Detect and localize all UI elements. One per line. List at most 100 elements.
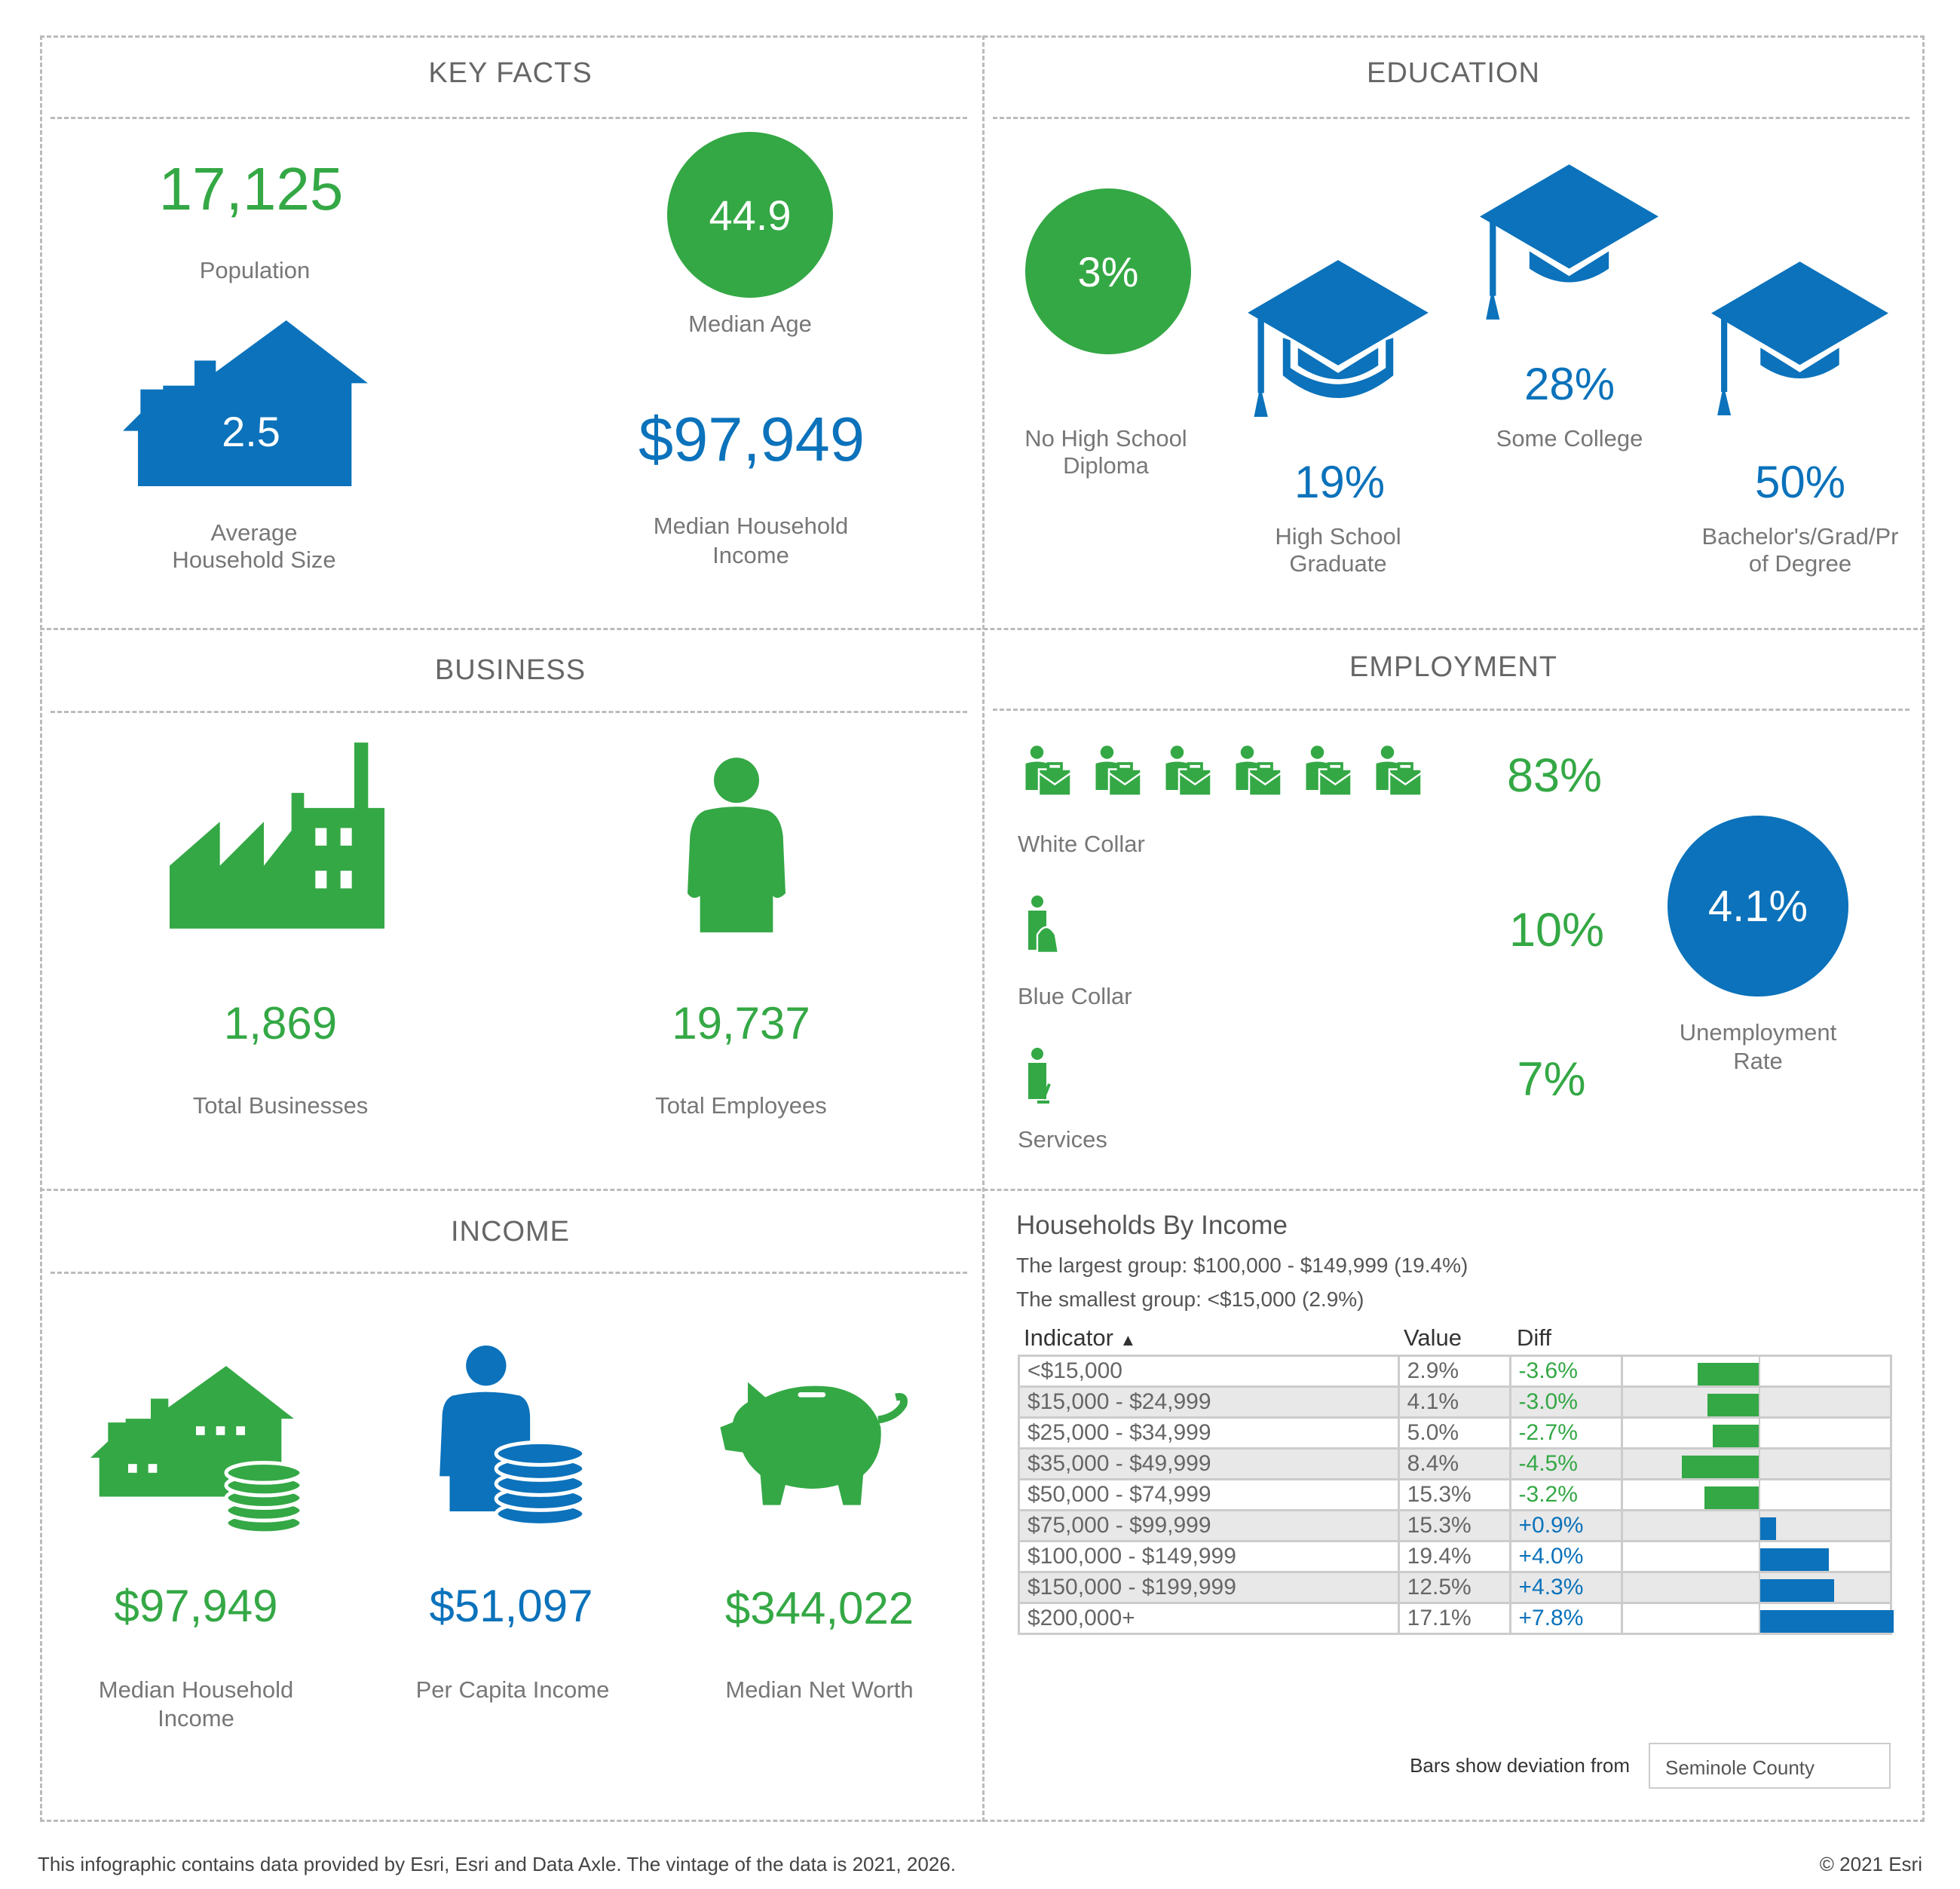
sort-ascending-icon: ▲ — [1119, 1330, 1137, 1349]
comparison-area-select[interactable]: Seminole County — [1649, 1743, 1891, 1789]
white-collar-worker-icon — [1304, 745, 1353, 801]
factory-icon — [170, 742, 384, 929]
median-income-label-2: Income — [712, 542, 789, 568]
education-title: EDUCATION — [1367, 57, 1540, 89]
graduation-cap-icon — [1711, 262, 1888, 415]
bachelors-label-1: Bachelor's/Grad/Pr — [1701, 523, 1899, 550]
value-cell: 4.1% — [1397, 1385, 1511, 1419]
value-cell: 15.3% — [1397, 1478, 1511, 1511]
piggy-bank-icon — [720, 1382, 908, 1505]
white-collar-worker-icon — [1024, 745, 1073, 801]
value-cell: 8.4% — [1397, 1447, 1511, 1480]
total-employees-label: Total Employees — [655, 1092, 827, 1119]
blue-collar-worker-icon — [1028, 896, 1060, 953]
diff-cell: -2.7% — [1508, 1416, 1624, 1450]
unemployment-circle: 4.1% — [1668, 816, 1848, 997]
median-income-value: $97,949 — [638, 404, 865, 474]
deviation-bar — [1760, 1579, 1834, 1602]
diff-cell: -3.2% — [1508, 1478, 1624, 1511]
deviation-bar-cell — [1621, 1355, 1892, 1388]
key-facts-title: KEY FACTS — [428, 57, 593, 89]
value-cell: 12.5% — [1397, 1571, 1511, 1604]
title-underline — [993, 117, 1909, 119]
deviation-label: Bars show deviation from — [1410, 1754, 1630, 1777]
white-collar-worker-icon — [1374, 745, 1423, 801]
value-cell: 2.9% — [1397, 1355, 1511, 1388]
business-title: BUSINESS — [434, 654, 586, 686]
some-college-label: Some College — [1496, 425, 1643, 452]
some-college-value: 28% — [1524, 359, 1615, 409]
value-cell: 5.0% — [1397, 1416, 1511, 1450]
indicator-cell: $50,000 - $74,999 — [1018, 1478, 1400, 1511]
largest-group-text: The largest group: $100,000 - $149,999 (… — [1016, 1254, 1468, 1277]
white-collar-label: White Collar — [1018, 831, 1145, 857]
footer-copyright: © 2021 Esri — [1819, 1853, 1922, 1875]
value-column-header[interactable]: Value — [1404, 1324, 1462, 1351]
house-icon — [123, 320, 368, 486]
table-row: $15,000 - $24,999 4.1% -3.0% — [1018, 1385, 1892, 1419]
indicator-header-label: Indicator — [1024, 1324, 1113, 1351]
population-label: Population — [199, 257, 311, 283]
zero-line — [1759, 1480, 1761, 1509]
diff-cell: +4.0% — [1508, 1540, 1624, 1573]
population-value: 17,125 — [158, 155, 344, 222]
title-underline — [993, 709, 1909, 711]
column-divider — [982, 35, 985, 1822]
per-capita-income-label: Per Capita Income — [415, 1676, 610, 1703]
no-diploma-label-1: No High School — [1024, 425, 1187, 452]
white-collar-worker-icon — [1164, 745, 1213, 801]
zero-line — [1759, 1357, 1761, 1385]
table-row: $150,000 - $199,999 12.5% +4.3% — [1018, 1571, 1892, 1604]
no-diploma-label-2: Diploma — [1063, 452, 1149, 479]
household-size-label-2: Household Size — [172, 546, 336, 573]
no-diploma-circle: 3% — [1025, 188, 1191, 354]
table-row: $35,000 - $49,999 8.4% -4.5% — [1018, 1447, 1892, 1480]
indicator-cell: $100,000 - $149,999 — [1018, 1540, 1400, 1573]
row-divider — [40, 628, 1925, 630]
deviation-bar — [1760, 1610, 1894, 1633]
indicator-cell: $75,000 - $99,999 — [1018, 1509, 1400, 1542]
deviation-bar — [1760, 1517, 1776, 1540]
title-underline — [51, 1272, 967, 1274]
zero-line — [1759, 1419, 1761, 1447]
zero-line — [1759, 1542, 1761, 1571]
white-collar-worker-icon — [1234, 745, 1283, 801]
no-diploma-value: 3% — [1077, 247, 1139, 295]
services-label: Services — [1018, 1126, 1107, 1153]
indicator-cell: $200,000+ — [1018, 1602, 1400, 1635]
zero-line — [1759, 1388, 1761, 1416]
median-household-income-value: $97,949 — [114, 1581, 278, 1631]
diff-cell: -3.0% — [1508, 1385, 1624, 1419]
median-income-label-1: Median Household — [653, 513, 849, 539]
diff-cell: -4.5% — [1508, 1447, 1624, 1480]
graduation-cap-icon — [1480, 164, 1658, 320]
indicator-cell: $15,000 - $24,999 — [1018, 1385, 1400, 1419]
indicator-cell: $25,000 - $34,999 — [1018, 1416, 1400, 1450]
per-capita-income-value: $51,097 — [429, 1581, 593, 1631]
unemployment-label-1: Unemployment — [1679, 1019, 1837, 1046]
diff-column-header[interactable]: Diff — [1517, 1324, 1551, 1351]
footer-source: This infographic contains data provided … — [38, 1853, 956, 1875]
table-row: $100,000 - $149,999 19.4% +4.0% — [1018, 1540, 1892, 1573]
title-underline — [51, 117, 967, 119]
total-employees-value: 19,737 — [672, 998, 810, 1049]
white-collar-worker-icon — [1094, 745, 1143, 801]
indicator-cell: $35,000 - $49,999 — [1018, 1447, 1400, 1480]
income-table: <$15,000 2.9% -3.6% $15,000 - $24,999 4.1% -3… — [1018, 1355, 1894, 1635]
zero-line — [1759, 1604, 1761, 1633]
table-row: $25,000 - $34,999 5.0% -2.7% — [1018, 1416, 1892, 1450]
person-coins-icon — [439, 1346, 584, 1526]
value-cell: 15.3% — [1397, 1509, 1511, 1542]
median-age-circle: 44.9 — [667, 132, 833, 298]
diff-cell: +7.8% — [1508, 1602, 1624, 1635]
median-household-income-label-2: Income — [158, 1705, 234, 1731]
graduation-cap-icon — [1248, 260, 1429, 417]
indicator-column-header[interactable]: Indicator ▲ — [1024, 1324, 1136, 1352]
person-icon — [688, 758, 786, 932]
service-worker-icon — [1028, 1048, 1051, 1104]
deviation-bar — [1760, 1548, 1830, 1571]
diff-cell: +0.9% — [1508, 1509, 1624, 1542]
table-row: $200,000+ 17.1% +7.8% — [1018, 1602, 1894, 1635]
zero-line — [1759, 1573, 1761, 1602]
smallest-group-text: The smallest group: <$15,000 (2.9%) — [1016, 1287, 1364, 1311]
